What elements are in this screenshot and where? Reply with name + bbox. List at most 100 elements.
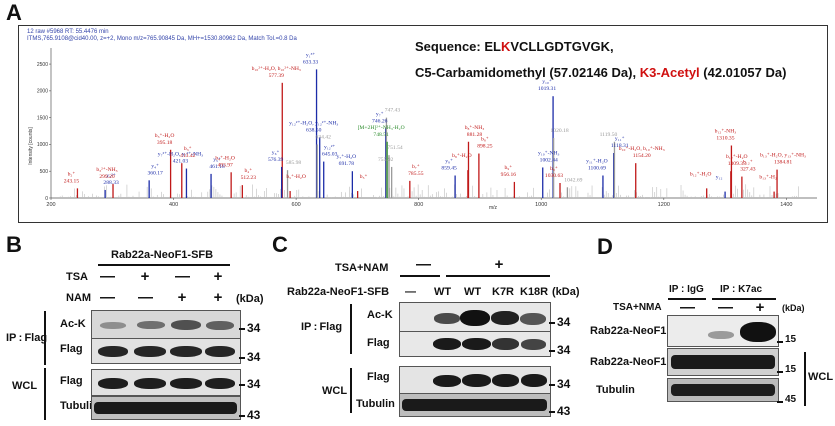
c-mw-tick xyxy=(549,411,555,413)
x-tick-label: 200 xyxy=(46,202,55,208)
y-tick-label: 2000 xyxy=(37,89,48,95)
peak-mass-label: 585.98 xyxy=(286,160,302,166)
b-construct-bar xyxy=(98,264,230,266)
x-tick-label: 1000 xyxy=(535,202,547,208)
peak-ion-label: y₇⁺-H₂O xyxy=(337,153,357,160)
peak-mass-label: 1154.20 xyxy=(633,153,651,159)
band xyxy=(434,313,460,324)
y-tick-label: 1000 xyxy=(37,142,48,148)
band xyxy=(205,378,235,389)
peak-mass-label: 691.78 xyxy=(339,161,355,167)
b-blot-flag-wcl xyxy=(91,369,241,396)
x-tick-label: 400 xyxy=(169,202,178,208)
peak-ion-label: b₄⁺ xyxy=(244,167,252,174)
peak-mass-label: 859.45 xyxy=(441,166,457,172)
c-blot-name-3: Flag xyxy=(367,371,390,383)
sequence-line: Sequence: ELKVCLLGDTGVGK, xyxy=(415,39,614,54)
peak-ion-label: b₁₂⁺-NH₃ xyxy=(715,128,737,135)
b-mw-tick xyxy=(239,328,245,330)
b-tsa-sign-3: — xyxy=(175,268,190,285)
b-wcl-bracket xyxy=(44,368,46,420)
peak-ion-label: b₁₂⁺ xyxy=(743,159,753,166)
peak-ion-label: b₃²⁺-NH₃ xyxy=(96,166,117,173)
d-blot-name-2: Rab22a-NeoF1 xyxy=(590,356,667,368)
c-lane-4: K7R xyxy=(492,286,515,298)
spectrum-axes: 200 400 600 800 1000 1200 1400 0 500 1000 1500 2000… xyxy=(37,48,817,208)
c-mw-tick xyxy=(549,322,555,324)
mod-acetyl-mass: (42.01057 Da) xyxy=(699,65,787,80)
c-mw-3: 34 xyxy=(557,377,571,391)
band xyxy=(462,338,491,350)
spectrum-peaks xyxy=(59,69,799,198)
c-mw-4: 43 xyxy=(557,404,571,418)
band xyxy=(492,338,519,350)
c-blot-flag-ip xyxy=(399,331,551,357)
peak-ion-label: y₁₁⁺-H₂O xyxy=(586,158,608,165)
c-wcl-label: WCL xyxy=(322,385,348,397)
c-blot-name-1: Ac-K xyxy=(367,309,393,321)
d-mw-1: 15 xyxy=(785,334,797,345)
x-tick-label: 600 xyxy=(292,202,301,208)
b-ip-bracket xyxy=(44,311,46,365)
d-mw-tick xyxy=(777,371,783,373)
peak-mass-label: 288.33 xyxy=(103,180,119,186)
peak-mass-label: 755.92 xyxy=(378,157,394,163)
y-tick-label: 500 xyxy=(40,169,49,175)
peak-mass-label: 633.33 xyxy=(303,59,319,65)
band xyxy=(402,399,547,411)
band xyxy=(740,322,776,342)
b-blot-tubulin xyxy=(91,396,241,420)
x-tick-label: 800 xyxy=(414,202,423,208)
d-ip-igg-label: IP : IgG xyxy=(669,284,704,295)
band xyxy=(170,346,202,357)
band xyxy=(137,321,165,329)
peak-mass-label: 751.54 xyxy=(387,145,403,151)
c-treatment-label: TSA+NAM xyxy=(335,262,389,274)
band xyxy=(671,355,775,369)
band xyxy=(492,374,519,387)
peak-ion-label: y₁₂²⁺-H₂O, y₁₂²⁺-NH₃ xyxy=(289,119,338,126)
c-ip-bracket xyxy=(350,304,352,354)
band xyxy=(134,378,166,389)
peak-mass-label: 1100.69 xyxy=(588,166,606,172)
peak-ion-label: b₈⁺-H₂O xyxy=(452,152,472,159)
c-treatment-bar-plus xyxy=(446,275,550,277)
c-kda-label: (kDa) xyxy=(552,286,580,298)
c-lane-5: K18R xyxy=(520,286,549,298)
peak-mass-label: 243.15 xyxy=(64,178,80,184)
d-blot-wcl xyxy=(667,348,779,376)
band xyxy=(521,339,546,350)
peak-ion-label: b₃⁺ xyxy=(184,145,192,152)
c-blot-tubulin xyxy=(399,393,551,417)
band xyxy=(433,338,461,350)
b-mw-4: 43 xyxy=(247,408,261,422)
mod-acetyl: K3-Acetyl xyxy=(639,65,700,80)
d-mw-tick xyxy=(777,341,783,343)
d-mw-3: 45 xyxy=(785,394,797,405)
peak-mass-label: 1030.63 xyxy=(545,173,563,179)
peak-mass-label: 1020.18 xyxy=(551,128,569,134)
b-mw-tick xyxy=(239,415,245,417)
y-tick-label: 2500 xyxy=(37,62,48,68)
peak-mass-label: 576.39 xyxy=(268,157,284,163)
c-lane-2: WT xyxy=(434,286,452,298)
c-ip-label: IP : Flag xyxy=(301,321,343,333)
peak-mass-label: 1042.69 xyxy=(564,177,582,183)
d-sign-3: + xyxy=(755,299,765,316)
peak-mass-label: 645.03 xyxy=(322,152,338,158)
b-kda-label: (kDa) xyxy=(236,293,264,305)
peak-ion-label: y₁₂²⁺ xyxy=(324,144,335,151)
c-construct-label: Rab22a-NeoF1-SFB xyxy=(287,286,390,298)
b-tsa-sign-2: + xyxy=(140,268,150,285)
peak-ion-label: b₁₃⁺-H₂ xyxy=(759,174,777,181)
peak-mass-label: 1019.31 xyxy=(538,86,556,92)
peak-mass-label: 1119.50 xyxy=(600,132,618,138)
c-mw-1: 34 xyxy=(557,315,571,329)
c-treatment-bar-minus xyxy=(400,275,440,277)
band xyxy=(521,374,547,387)
peak-mass-label: 748.51 xyxy=(373,132,389,138)
d-kda-label: (kDa) xyxy=(782,303,805,313)
peak-ion-label: b₁₀⁺-H₂O, b₁₀⁺-NH₃ xyxy=(619,145,665,152)
peak-ion-label: b₂⁺ xyxy=(68,170,76,177)
peak-mass-label: 327.43 xyxy=(740,167,756,173)
